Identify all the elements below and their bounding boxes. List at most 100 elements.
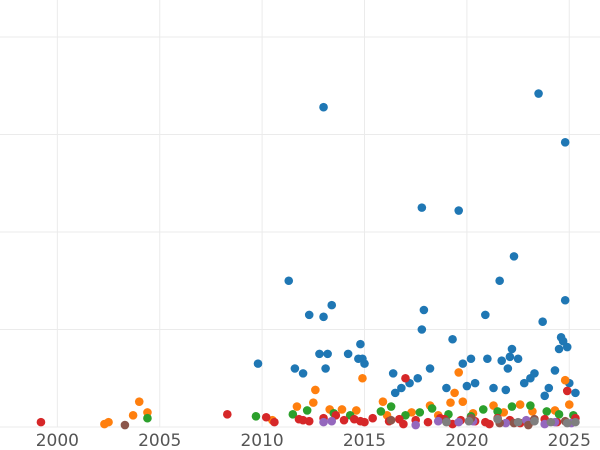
data-point bbox=[560, 138, 570, 147]
data-point bbox=[321, 364, 330, 373]
data-point bbox=[509, 252, 519, 261]
data-point bbox=[401, 373, 410, 383]
data-point bbox=[464, 416, 474, 426]
data-point bbox=[319, 102, 328, 112]
data-point bbox=[302, 406, 312, 415]
data-point bbox=[284, 276, 294, 286]
data-point bbox=[544, 383, 554, 393]
data-point bbox=[251, 411, 261, 421]
data-point bbox=[298, 369, 308, 378]
data-point bbox=[507, 344, 517, 354]
data-point bbox=[411, 420, 420, 430]
data-point bbox=[530, 416, 539, 426]
data-point bbox=[386, 402, 396, 411]
data-point bbox=[104, 417, 113, 427]
data-point bbox=[448, 334, 457, 344]
data-point bbox=[327, 416, 337, 426]
data-point bbox=[550, 366, 560, 375]
data-point bbox=[376, 407, 386, 416]
data-point bbox=[253, 359, 263, 368]
data-point bbox=[425, 364, 435, 373]
data-point bbox=[530, 369, 539, 378]
data-point bbox=[356, 416, 365, 426]
data-point bbox=[540, 391, 550, 401]
data-point bbox=[526, 401, 535, 410]
data-point bbox=[485, 419, 494, 429]
data-point bbox=[562, 386, 572, 396]
data-point bbox=[515, 400, 525, 409]
data-point bbox=[454, 368, 464, 377]
data-point bbox=[292, 402, 302, 411]
data-point bbox=[450, 388, 459, 398]
data-point bbox=[415, 408, 425, 417]
data-point bbox=[554, 344, 564, 354]
x-axis-tick-labels: 2000 2005 2010 2015 2020 2025 bbox=[36, 431, 591, 450]
data-point bbox=[493, 414, 502, 424]
data-point bbox=[458, 397, 468, 406]
data-point bbox=[466, 354, 476, 364]
data-point bbox=[36, 417, 46, 427]
data-point bbox=[503, 364, 513, 373]
data-point bbox=[546, 417, 556, 427]
data-point bbox=[497, 356, 507, 366]
data-point bbox=[128, 411, 138, 420]
data-point bbox=[513, 354, 523, 364]
data-point bbox=[458, 359, 468, 368]
data-point bbox=[423, 417, 433, 427]
data-point bbox=[323, 349, 332, 359]
data-point bbox=[513, 417, 523, 427]
data-point bbox=[534, 89, 543, 98]
data-point bbox=[223, 410, 232, 419]
data-point bbox=[462, 381, 472, 391]
x-tick-label: 2005 bbox=[138, 431, 181, 450]
data-point bbox=[339, 415, 349, 425]
data-point bbox=[290, 364, 300, 373]
data-point bbox=[507, 402, 517, 411]
data-point bbox=[442, 383, 451, 393]
data-point bbox=[489, 383, 498, 393]
data-point bbox=[352, 406, 361, 415]
data-point bbox=[524, 420, 533, 430]
data-point bbox=[562, 342, 572, 352]
data-point bbox=[388, 369, 398, 378]
data-point bbox=[390, 388, 400, 398]
data-point bbox=[413, 373, 423, 383]
series-6 bbox=[442, 414, 580, 428]
data-point bbox=[571, 388, 580, 398]
data-point bbox=[495, 276, 504, 286]
data-point bbox=[261, 412, 271, 422]
data-point bbox=[454, 206, 464, 215]
data-point bbox=[386, 415, 396, 425]
data-point bbox=[378, 397, 388, 406]
data-point bbox=[478, 405, 488, 414]
data-point bbox=[270, 417, 279, 427]
gridlines bbox=[0, 0, 600, 428]
data-point bbox=[360, 359, 369, 368]
data-point bbox=[358, 373, 367, 383]
data-point bbox=[470, 378, 480, 388]
data-point bbox=[304, 416, 314, 426]
data-point bbox=[343, 349, 353, 359]
data-point bbox=[433, 416, 443, 426]
x-tick-label: 2015 bbox=[343, 431, 386, 450]
data-point bbox=[356, 339, 365, 349]
data-point bbox=[327, 300, 337, 310]
data-point bbox=[501, 385, 511, 395]
data-point bbox=[427, 404, 437, 413]
data-point bbox=[554, 410, 564, 419]
data-point bbox=[134, 397, 144, 406]
data-point bbox=[401, 411, 410, 420]
data-point bbox=[311, 385, 320, 395]
data-point bbox=[542, 407, 552, 416]
data-point bbox=[571, 417, 580, 427]
data-point bbox=[288, 410, 298, 419]
x-tick-label: 2010 bbox=[240, 431, 283, 450]
data-point bbox=[419, 305, 429, 315]
series-1 bbox=[100, 368, 574, 429]
data-point bbox=[560, 375, 570, 385]
data-point bbox=[564, 400, 574, 409]
data-point bbox=[493, 407, 502, 416]
data-point bbox=[501, 418, 511, 428]
x-tick-label: 2025 bbox=[548, 431, 591, 450]
